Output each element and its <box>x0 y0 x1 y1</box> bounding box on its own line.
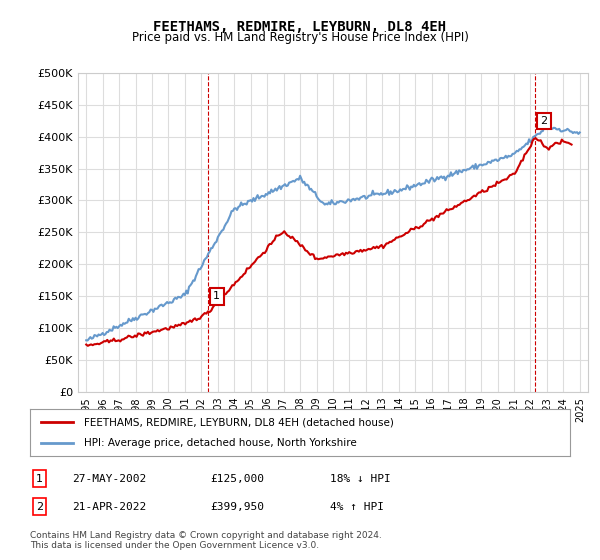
Text: Price paid vs. HM Land Registry's House Price Index (HPI): Price paid vs. HM Land Registry's House … <box>131 31 469 44</box>
Text: 21-APR-2022: 21-APR-2022 <box>72 502 146 512</box>
Text: Contains HM Land Registry data © Crown copyright and database right 2024.
This d: Contains HM Land Registry data © Crown c… <box>30 530 382 550</box>
Text: 1: 1 <box>36 474 43 484</box>
Text: 18% ↓ HPI: 18% ↓ HPI <box>330 474 391 484</box>
Text: 27-MAY-2002: 27-MAY-2002 <box>72 474 146 484</box>
Text: £125,000: £125,000 <box>210 474 264 484</box>
Text: FEETHAMS, REDMIRE, LEYBURN, DL8 4EH (detached house): FEETHAMS, REDMIRE, LEYBURN, DL8 4EH (det… <box>84 417 394 427</box>
Text: 2: 2 <box>540 116 547 126</box>
Text: HPI: Average price, detached house, North Yorkshire: HPI: Average price, detached house, Nort… <box>84 438 357 448</box>
Text: 2: 2 <box>36 502 43 512</box>
Text: 4% ↑ HPI: 4% ↑ HPI <box>330 502 384 512</box>
Text: £399,950: £399,950 <box>210 502 264 512</box>
Text: FEETHAMS, REDMIRE, LEYBURN, DL8 4EH: FEETHAMS, REDMIRE, LEYBURN, DL8 4EH <box>154 20 446 34</box>
Text: 1: 1 <box>213 291 220 301</box>
